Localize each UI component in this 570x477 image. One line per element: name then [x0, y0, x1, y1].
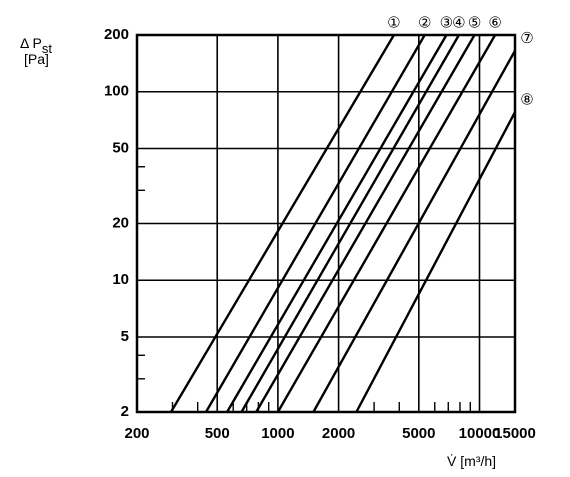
curve-label-3: ③ — [440, 14, 453, 32]
x-tick-label: 500 — [205, 425, 230, 442]
x-tick-label: 10000 — [459, 425, 501, 442]
series-line-3 — [226, 34, 448, 413]
series-lines — [169, 34, 517, 413]
y-tick-labels: 2 5 10 20 50 100 200 — [104, 26, 129, 420]
x-tick-label: 1000 — [261, 425, 294, 442]
curve-label-6: ⑥ — [488, 14, 501, 32]
series-line-2 — [204, 34, 426, 413]
x-axis-label: V̇ [m³/h] — [447, 453, 496, 469]
curve-label-1: ① — [387, 14, 400, 32]
series-line-5 — [255, 34, 476, 413]
curve-labels: ① ② ③ ④ ⑤ ⑥ ⑦ ⑧ — [387, 14, 534, 109]
y-axis-symbol: Δ Pst — [20, 35, 52, 56]
y-tick-label: 5 — [121, 328, 129, 345]
curve-label-7: ⑦ — [520, 29, 533, 47]
x-tick-label: 5000 — [402, 425, 435, 442]
series-line-6 — [276, 34, 497, 413]
series-line-1 — [169, 34, 395, 413]
x-tick-label: 2000 — [322, 425, 355, 442]
plot-frame — [135, 33, 517, 414]
curve-label-2: ② — [418, 14, 431, 32]
curve-label-8: ⑧ — [520, 91, 533, 109]
y-tick-label: 10 — [112, 271, 129, 288]
y-tick-label: 100 — [104, 83, 129, 100]
x-tick-label: 15000 — [494, 425, 536, 442]
curve-label-5: ⑤ — [468, 14, 481, 32]
series-line-8 — [355, 111, 517, 413]
y-tick-label: 50 — [112, 139, 129, 156]
curve-label-4: ④ — [452, 14, 465, 32]
y-tick-label: 20 — [112, 214, 129, 231]
major-grid — [137, 35, 515, 412]
series-line-4 — [240, 34, 460, 413]
series-line-7 — [312, 50, 517, 413]
x-tick-label: 200 — [124, 425, 149, 442]
y-axis-subscript: st — [42, 41, 53, 56]
y-axis-unit: [Pa] — [24, 51, 49, 67]
y-tick-label: 200 — [104, 26, 129, 43]
y-tick-label: 2 — [121, 403, 129, 420]
